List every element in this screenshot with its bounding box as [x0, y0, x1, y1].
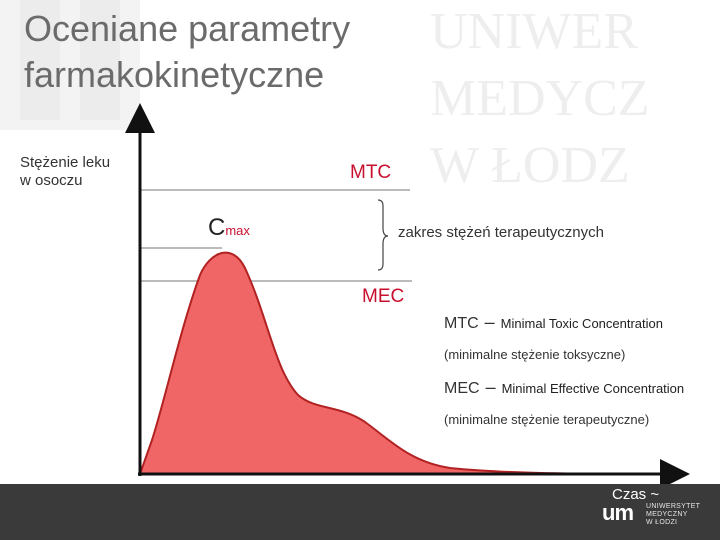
watermark-logo-stroke — [20, 0, 60, 120]
concentration-curve — [138, 251, 661, 475]
logo-line-3: W ŁODZI — [646, 519, 678, 526]
x-axis-label: Czas ~ — [612, 486, 660, 503]
legend-mtc-abbr: MTC — [444, 315, 479, 332]
cmax-sub: max — [225, 223, 250, 238]
mec-label: MEC — [362, 286, 405, 307]
cmax-main: C — [208, 214, 226, 241]
footer-bar — [0, 484, 720, 540]
legend-mtc-note: (minimalne stężenie toksyczne) — [444, 347, 626, 362]
logo-line-2: MEDYCZNY — [646, 511, 688, 518]
legend-mec-abbr: MEC — [444, 380, 480, 397]
legend-mtc-full: Minimal Toxic Concentration — [500, 316, 664, 331]
university-logo-text: UNIWERSYTET MEDYCZNY W ŁODZI — [646, 503, 700, 527]
mtc-label: MTC — [350, 162, 392, 183]
university-logo-mark: um — [602, 500, 634, 525]
y-axis-label-line-1: Stężenie leku — [20, 154, 111, 171]
watermark-line-1: UNIWER — [430, 3, 638, 60]
legend-mec-note: (minimalne stężenie terapeutyczne) — [444, 412, 650, 427]
legend-mec: MEC – Minimal Effective Concentration (min… — [444, 377, 684, 427]
title-line-2: farmakokinetyczne — [24, 54, 325, 95]
y-axis-label-line-2: w osoczu — [20, 172, 83, 189]
legend-mtc-dash: – — [484, 312, 495, 332]
watermark-line-2: MEDYCZ — [430, 70, 650, 127]
title-line-1: Oceniane parametry — [24, 8, 351, 49]
legend-mtc: MTC – Minimal Toxic Concentration (minimal… — [444, 312, 663, 362]
therapeutic-range-brace — [377, 199, 389, 271]
legend-mec-full: Minimal Effective Concentration — [501, 381, 685, 396]
cmax-label: Cmax — [208, 214, 250, 242]
watermark-line-3: W ŁODZ — [430, 137, 630, 194]
therapeutic-range-label: zakres stężeń terapeutycznych — [398, 224, 604, 241]
y-axis-label: Stężenie leku w osoczu — [20, 154, 110, 190]
page-title: Oceniane parametry farmakokinetyczne — [24, 6, 350, 98]
watermark-logo-stroke — [80, 0, 120, 120]
legend-mec-dash: – — [485, 377, 496, 397]
logo-line-1: UNIWERSYTET — [646, 503, 701, 510]
